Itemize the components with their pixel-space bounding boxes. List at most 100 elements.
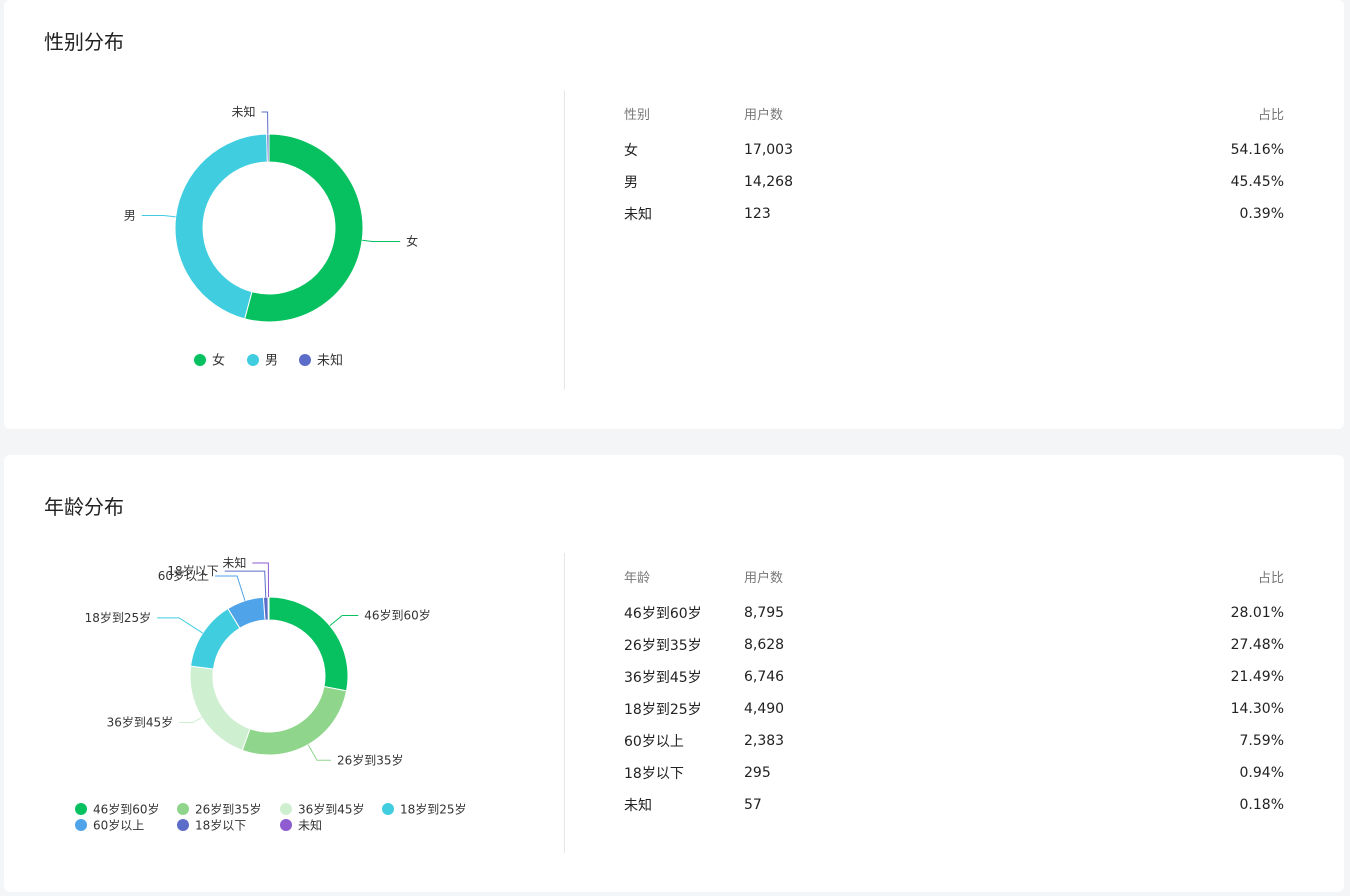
row-pct: 7.59% — [1239, 733, 1284, 749]
leader-line — [157, 617, 203, 634]
row-count: 14,268 — [744, 174, 793, 190]
legend-item[interactable]: 男 — [247, 354, 278, 369]
leader-line — [362, 239, 401, 243]
row-label: 26岁到35岁 — [624, 638, 702, 654]
legend-marker — [247, 354, 259, 366]
row-pct: 54.16% — [1230, 142, 1284, 158]
donut-slice[interactable] — [241, 685, 348, 756]
donut-slice[interactable] — [189, 665, 251, 751]
legend: 女 男 未知 — [194, 353, 343, 369]
legend-label: 未知 — [317, 353, 343, 369]
gender-title: 性别分布 — [44, 30, 124, 54]
gender-header-pct: 占比 — [1257, 108, 1284, 123]
donut-slice[interactable] — [266, 133, 270, 163]
age-header-count: 用户数 — [744, 571, 784, 586]
table-row: 60岁以上 2,383 7.59% — [624, 725, 1284, 757]
donut-slice[interactable] — [190, 607, 241, 670]
slice-label: 未知 — [232, 105, 256, 119]
leader-line — [224, 570, 267, 598]
age-title: 年龄分布 — [44, 495, 124, 519]
legend-item[interactable]: 未知 — [280, 819, 322, 833]
leader-line — [179, 716, 202, 724]
slice-label: 女 — [406, 234, 418, 249]
slice-label: 60岁以上 — [158, 568, 209, 583]
table-row: 未知 123 0.39% — [624, 198, 1284, 230]
row-pct: 0.18% — [1239, 797, 1284, 813]
legend-item[interactable]: 未知 — [299, 353, 343, 369]
legend-label: 男 — [265, 354, 278, 369]
legend-marker — [280, 819, 292, 831]
slice-label: 18岁以下 — [167, 563, 218, 578]
legend-label: 46岁到60岁 — [93, 802, 160, 817]
row-pct: 0.39% — [1239, 206, 1284, 222]
table-row: 26岁到35岁 8,628 27.48% — [624, 629, 1284, 661]
legend-marker — [177, 803, 189, 815]
legend-label: 未知 — [298, 819, 322, 833]
slice-label: 未知 — [222, 556, 246, 570]
table-row: 女 17,003 54.16% — [624, 134, 1284, 166]
row-count: 2,383 — [744, 733, 785, 749]
legend-label: 18岁到25岁 — [400, 802, 467, 817]
donut-slices — [189, 596, 349, 756]
row-pct: 28.01% — [1230, 605, 1284, 621]
slice-label: 36岁到45岁 — [107, 715, 174, 730]
legend-item[interactable]: 36岁到45岁 — [280, 802, 365, 817]
donut-slice[interactable] — [268, 596, 349, 692]
leader-line — [141, 214, 176, 218]
leader-line — [307, 744, 332, 761]
row-label: 未知 — [624, 798, 652, 814]
legend-label: 26岁到35岁 — [195, 802, 262, 817]
slice-label: 46岁到60岁 — [364, 607, 431, 622]
row-label: 男 — [624, 175, 638, 191]
row-count: 4,490 — [744, 701, 785, 717]
legend-label: 女 — [212, 353, 225, 369]
row-label: 18岁以下 — [624, 766, 684, 782]
legend-item[interactable]: 26岁到35岁 — [177, 802, 262, 817]
gender-donut-chart: 女男未知女男未知 — [124, 105, 418, 369]
table-row: 18岁到25岁 4,490 14.30% — [624, 693, 1284, 725]
table-row: 未知 57 0.18% — [624, 789, 1284, 821]
gender-divider — [564, 90, 565, 390]
legend-item[interactable]: 60岁以上 — [75, 818, 144, 833]
legend-label: 60岁以上 — [93, 818, 144, 833]
row-count: 17,003 — [744, 142, 793, 158]
age-table-header: 年龄 用户数 占比 — [624, 567, 1284, 597]
leader-line — [261, 111, 269, 135]
table-row: 46岁到60岁 8,795 28.01% — [624, 597, 1284, 629]
row-pct: 21.49% — [1230, 669, 1284, 685]
row-label: 未知 — [624, 207, 652, 223]
row-pct: 27.48% — [1230, 637, 1284, 653]
slice-label: 男 — [124, 208, 136, 222]
age-divider — [564, 553, 565, 853]
age-card: 年龄分布 46岁到60岁 26岁到35岁 36岁到45岁 18岁到25岁 60岁以上 18… — [4, 455, 1344, 892]
leader-line — [329, 614, 359, 627]
donut-slice[interactable] — [174, 133, 268, 320]
row-label: 36岁到45岁 — [624, 670, 702, 686]
legend-marker — [75, 819, 87, 831]
row-pct: 14.30% — [1230, 701, 1284, 717]
legend-item[interactable]: 女 — [194, 353, 225, 369]
legend-marker — [75, 803, 87, 815]
row-count: 8,795 — [744, 605, 785, 621]
legend: 46岁到60岁 26岁到35岁 36岁到45岁 18岁到25岁 60岁以上 18岁以下 未知 — [75, 802, 467, 833]
row-pct: 45.45% — [1230, 174, 1284, 190]
donut-slice[interactable] — [267, 596, 270, 621]
table-row: 18岁以下 295 0.94% — [624, 757, 1284, 789]
donut-slice[interactable] — [244, 133, 364, 323]
legend-marker — [299, 354, 311, 366]
gender-card: 性别分布 女男未知女男未知 性别 用户数 占比 女 17,003 54.16% … — [4, 0, 1344, 429]
table-row: 36岁到45岁 6,746 21.49% — [624, 661, 1284, 693]
legend-marker — [194, 354, 206, 366]
gender-header-count: 用户数 — [744, 108, 784, 123]
gender-table-header: 性别 用户数 占比 — [624, 104, 1284, 134]
legend-item[interactable]: 18岁到25岁 — [382, 802, 467, 817]
legend-marker — [280, 803, 292, 815]
legend-marker — [382, 803, 394, 815]
legend-item[interactable]: 46岁到60岁 — [75, 802, 160, 817]
gender-header-category: 性别 — [624, 108, 651, 123]
legend-label: 18岁以下 — [195, 818, 246, 833]
legend-item[interactable]: 18岁以下 — [177, 818, 246, 833]
legend-label: 36岁到45岁 — [298, 802, 365, 817]
row-count: 8,628 — [744, 637, 785, 653]
